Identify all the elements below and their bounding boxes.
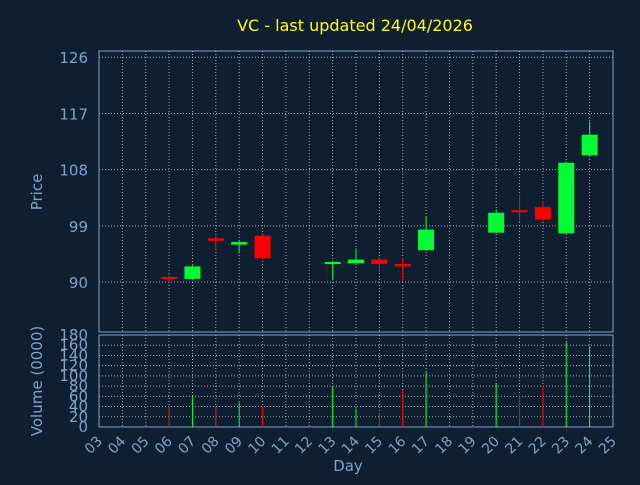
price-tick-label: 126 <box>59 49 88 67</box>
x-tick-label: 25 <box>596 434 620 458</box>
price-tick-label: 117 <box>59 105 88 123</box>
x-tick-label: 19 <box>456 434 480 458</box>
x-tick-label: 03 <box>82 434 106 458</box>
price-axis-label: Price <box>28 174 46 211</box>
candle-body <box>488 212 505 233</box>
x-tick-label: 04 <box>105 433 129 457</box>
candle-body <box>231 242 248 245</box>
candle-body <box>581 134 598 156</box>
x-tick-label: 06 <box>152 433 176 457</box>
candle-body <box>394 263 411 267</box>
volume-tick-label: 120 <box>59 357 88 375</box>
x-tick-label: 14 <box>339 433 363 457</box>
candle-body <box>184 266 201 279</box>
chart-title: VC - last updated 24/04/2026 <box>237 16 473 35</box>
x-tick-label: 18 <box>432 434 456 458</box>
candle-body <box>418 229 435 251</box>
candle-body <box>207 238 224 241</box>
volume-tick-label: 140 <box>59 346 88 364</box>
x-tick-label: 05 <box>129 434 153 458</box>
price-tick-label: 90 <box>69 274 88 292</box>
x-tick-label: 07 <box>175 434 199 458</box>
x-tick-label: 10 <box>245 434 269 458</box>
volume-tick-label: 0 <box>78 418 88 436</box>
x-tick-label: 22 <box>526 434 550 458</box>
x-tick-label: 24 <box>573 433 597 457</box>
grid-lines <box>99 51 613 427</box>
candle-body <box>558 162 575 234</box>
volume-tick-label: 100 <box>59 367 88 385</box>
volume-axis-label: Volume (0000) <box>28 326 46 436</box>
price-candles <box>161 121 598 284</box>
volume-tick-label: 40 <box>69 398 88 416</box>
candle-body <box>254 235 271 259</box>
volume-tick-label: 160 <box>59 336 88 354</box>
x-tick-label: 20 <box>479 434 503 458</box>
x-tick-label: 09 <box>222 434 246 458</box>
candle-body <box>534 207 551 220</box>
candle-body <box>161 277 178 280</box>
x-tick-label: 11 <box>269 434 293 458</box>
x-tick-label: 15 <box>362 434 386 458</box>
candle-body <box>348 259 364 264</box>
volume-tick-label: 80 <box>69 377 88 395</box>
candle-body <box>324 262 341 265</box>
price-tick-label: 99 <box>69 218 88 236</box>
x-tick-label: 12 <box>292 434 316 458</box>
x-tick-label: 16 <box>386 433 410 457</box>
volume-tick-label: 180 <box>59 326 88 344</box>
x-tick-label: 17 <box>409 434 433 458</box>
volume-bars <box>168 342 591 427</box>
volume-tick-label: 60 <box>69 387 88 405</box>
x-tick-label: 08 <box>199 434 223 458</box>
x-axis-label: Day <box>333 457 363 475</box>
price-axis-ticks: 90 99 108 117 126 <box>59 49 88 292</box>
candle-body <box>511 210 528 213</box>
x-tick-label: 23 <box>549 434 573 458</box>
x-tick-label: 13 <box>316 434 340 458</box>
price-tick-label: 108 <box>59 162 88 180</box>
x-tick-label: 21 <box>502 434 526 458</box>
x-axis-ticks: 03 04 05 06 07 08 09 10 11 12 13 14 15 16 17 18 19 20 21 22… <box>82 433 620 457</box>
candle-body <box>371 259 388 264</box>
volume-tick-label: 20 <box>69 408 88 426</box>
